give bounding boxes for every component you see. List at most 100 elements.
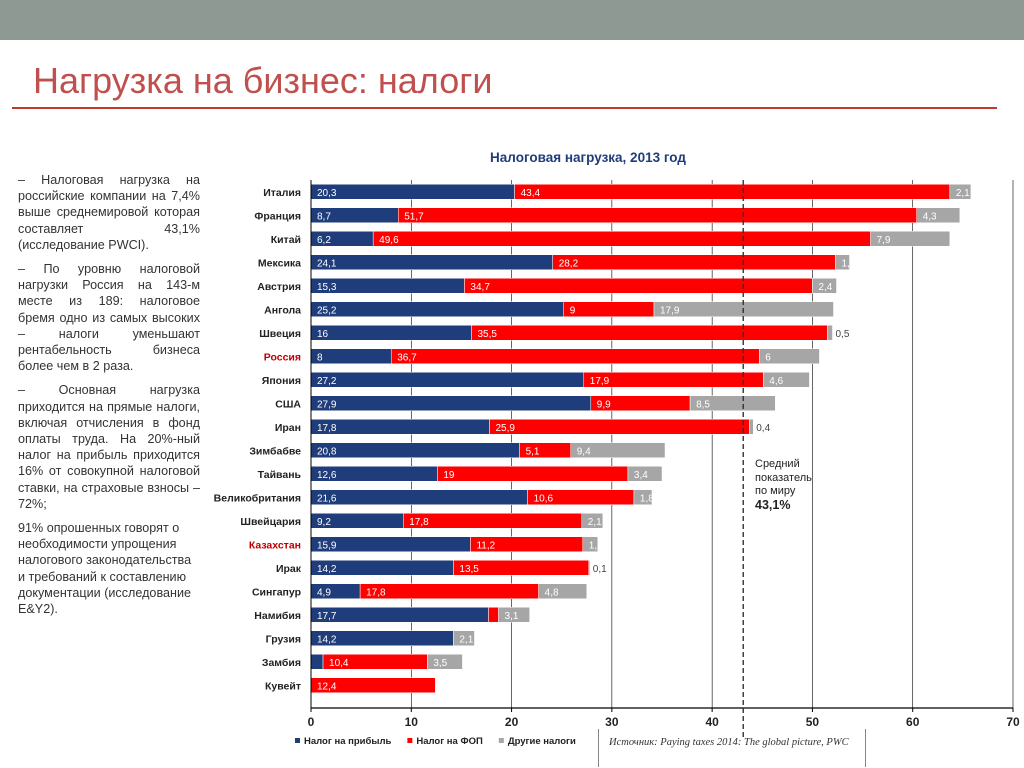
data-label: 3,4 [634,470,648,481]
data-label: 6 [765,352,771,363]
bar-segment [812,278,837,294]
bar-segment [870,231,951,247]
data-label: 0,4 [756,423,770,434]
category-label: Иран [275,422,301,434]
bar-segment [310,395,592,411]
data-label: 27,2 [317,376,337,387]
data-label: 20,3 [317,188,337,199]
bar-segment [310,607,489,623]
bar-segment [471,325,828,341]
data-label: 36,7 [397,352,417,363]
data-label: 14,2 [317,634,337,645]
bar-segment [763,372,810,388]
x-tick-label: 0 [308,715,315,729]
data-label: 1,5 [589,540,603,551]
category-label: Австрия [257,281,301,293]
data-label: 1,4 [841,258,855,269]
data-label: 8,7 [317,211,331,222]
average-annotation-value: 43,1% [755,497,791,512]
bar-segment [310,325,472,341]
bar-segment [488,607,499,623]
data-label: 2,1 [956,188,970,199]
category-label: Намибия [254,610,301,622]
data-label: 28,2 [559,258,579,269]
bar-segment [359,583,539,599]
category-label: Тайвань [258,469,302,481]
data-label: 11,2 [476,540,495,551]
category-label: Ангола [264,304,301,316]
bar-segment [310,372,585,388]
data-label: 4,3 [923,211,937,222]
slide-title: Нагрузка на бизнес: налоги [33,60,493,101]
bar-segment [552,254,836,270]
bar-segment [310,254,553,270]
bar-segment [310,348,392,364]
bar-segment [583,372,764,388]
x-tick-label: 30 [605,715,619,729]
data-label: 9 [570,305,576,316]
x-tick-label: 10 [405,715,419,729]
category-label: Швеция [259,328,301,340]
legend-swatch [295,738,300,743]
data-label: 3,1 [505,611,519,622]
average-annotation-label: Средний показатель по миру [755,458,812,497]
data-label: 27,9 [317,399,337,410]
bar-segment [427,654,463,670]
data-label: 17,9 [590,376,610,387]
data-label: 4,8 [545,587,559,598]
data-label: 7,9 [877,235,891,246]
data-label: 0,1 [593,564,607,575]
legend-label: Налог на ФОП [416,736,483,747]
data-label: 9,4 [577,446,591,457]
data-label: 16 [317,329,329,340]
bar-segment [310,442,520,458]
bar-segment [538,583,588,599]
bar-segment [582,536,599,552]
data-label: 0,5 [835,329,849,340]
data-label: 21,6 [317,493,337,504]
data-label: 10,4 [329,658,349,669]
bar-segment [916,207,961,223]
data-label: 6,2 [317,235,331,246]
data-label: 17,9 [660,305,680,316]
category-label: Италия [263,187,301,199]
category-label: Франция [254,210,301,222]
data-label: 1,8 [640,493,654,504]
category-label: Китай [271,234,301,246]
bar-segment [827,325,833,341]
category-label: Швейцария [240,516,301,528]
category-label: Сингапур [252,586,301,598]
bullet-2: – По уровню налоговой нагрузки Россия на… [18,262,200,374]
bar-segment [464,278,813,294]
bar-segment [390,348,760,364]
bullet-4: 91% опрошенных говорят о необходимости у… [18,521,192,617]
bar-segment [437,466,629,482]
x-tick-label: 20 [505,715,519,729]
data-label: 2,1 [459,634,473,645]
data-label: 34,7 [470,282,490,293]
bar-segment [835,254,850,270]
legend-swatch [498,738,504,743]
category-label: Казахстан [249,539,301,551]
data-label: 17,7 [317,611,337,622]
chart-title: Налоговая нагрузка, 2013 год [490,150,686,165]
data-label: 9,9 [597,399,611,410]
bar-segment [689,395,776,411]
bar-segment [403,513,583,529]
data-label: 17,8 [409,517,429,528]
bar-segment [627,466,663,482]
data-label: 24,1 [317,258,337,269]
title-divider [12,107,997,109]
bar-segment [570,442,666,458]
category-label: Ирак [276,563,302,575]
bar-segment [310,654,324,670]
top-banner [0,0,1024,40]
data-label: 43,4 [521,188,541,199]
bar-segment [581,513,604,529]
source-note: Источник: Paying taxes 2014: The global … [598,729,866,767]
data-label: 8,5 [696,399,710,410]
bar-segment [514,184,951,200]
bar-segment [588,560,591,576]
data-label: 15,9 [317,540,337,551]
legend-label: Другие налоги [508,736,576,747]
